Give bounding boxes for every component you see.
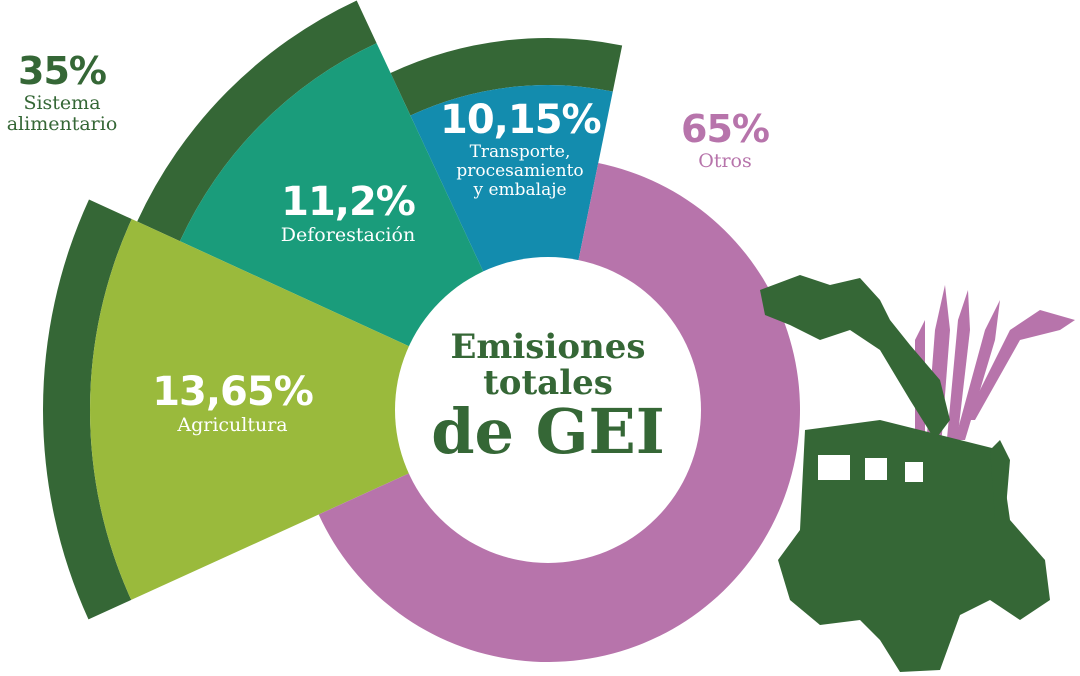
- donut-hole: [395, 257, 701, 563]
- slice-label-transport: 10,15% Transporte, procesamiento y embal…: [440, 97, 602, 200]
- chart-title: Emisiones totales de GEI: [398, 327, 698, 469]
- slice-value: 13,65%: [152, 369, 314, 415]
- slice-value: 11,2%: [281, 179, 416, 225]
- slice-name-line: Otros: [698, 149, 752, 172]
- slice-value: 65%: [681, 107, 770, 151]
- slice-name-line: y embalaje: [473, 179, 567, 200]
- slice-name-line: Deforestación: [280, 223, 416, 246]
- group-band-segment: [42, 199, 132, 620]
- title-line: totales: [483, 362, 613, 403]
- group-label: 35% Sistema alimentario: [0, 50, 124, 135]
- slice-name-line: Agricultura: [177, 413, 288, 436]
- title-line: de GEI: [431, 395, 665, 469]
- slice-name-line: Transporte,: [469, 141, 571, 162]
- slice-label-otros: 65% Otros: [660, 108, 790, 172]
- slice-label-agriculture: 13,65% Agricultura: [140, 370, 325, 436]
- group-band-segment: [390, 37, 623, 116]
- tractor-illustration-icon: [760, 275, 1075, 672]
- slice-label-deforestation: 11,2% Deforestación: [258, 180, 438, 246]
- group-value: 35%: [18, 49, 107, 93]
- group-name-line: alimentario: [6, 112, 118, 135]
- slice-name-line: procesamiento: [456, 160, 584, 181]
- group-band-segment: [137, 0, 377, 242]
- slice-agricultura: [89, 219, 548, 600]
- title-line: Emisiones: [450, 327, 646, 367]
- slice-value: 10,15%: [440, 97, 602, 143]
- group-name-line: Sistema: [23, 91, 101, 114]
